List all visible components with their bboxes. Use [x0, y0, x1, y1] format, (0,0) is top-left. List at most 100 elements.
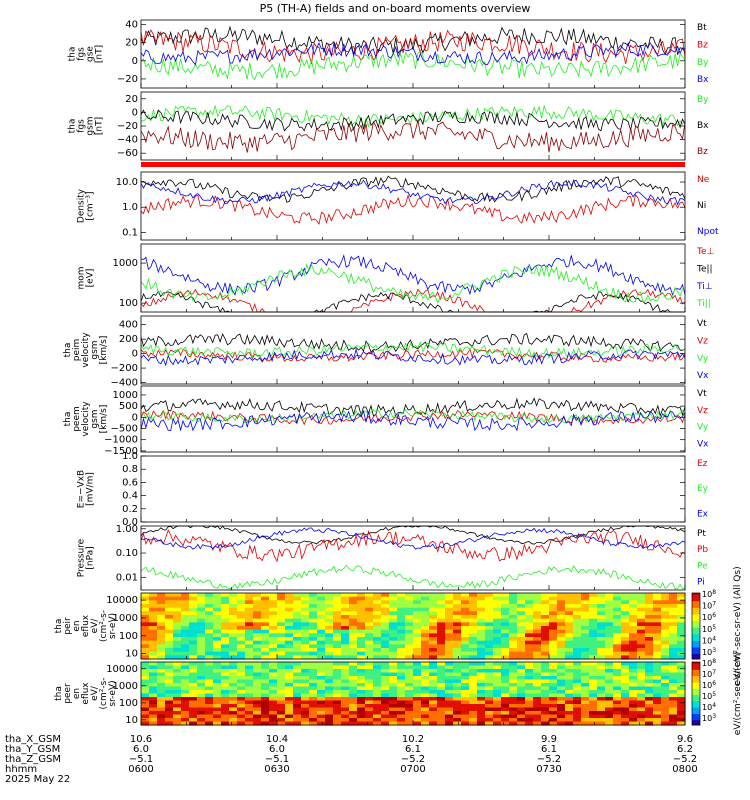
heatmap-cell — [629, 651, 638, 656]
heatmap-cell — [389, 618, 398, 623]
heatmap-cell — [373, 721, 382, 726]
heatmap-cell — [621, 607, 630, 612]
heatmap-cell — [565, 700, 574, 705]
heatmap-cell — [213, 644, 222, 649]
heatmap-cell — [565, 655, 574, 660]
heatmap-cell — [333, 693, 342, 698]
heatmap-cell — [237, 697, 246, 702]
heatmap-cell — [469, 607, 478, 612]
heatmap-cell — [293, 604, 302, 609]
heatmap-cell — [181, 700, 190, 705]
heatmap-cell — [573, 693, 582, 698]
heatmap-cell — [269, 615, 278, 620]
heatmap-cell — [157, 607, 166, 612]
heatmap-cell — [557, 640, 566, 645]
heatmap-cell — [301, 622, 310, 627]
heatmap-cell — [445, 714, 454, 719]
x-tick-label: 10.2 — [402, 734, 424, 745]
heatmap-cell — [277, 607, 286, 612]
heatmap-cell — [317, 679, 326, 684]
heatmap-cell — [341, 604, 350, 609]
heatmap-cell — [677, 611, 686, 616]
heatmap-cell — [605, 600, 614, 605]
heatmap-cell — [637, 672, 646, 677]
heatmap-cell — [653, 607, 662, 612]
heatmap-cell — [181, 676, 190, 681]
legend-label: Ez — [697, 459, 708, 469]
heatmap-cell — [357, 593, 366, 598]
heatmap-cell — [517, 604, 526, 609]
heatmap-cell — [333, 604, 342, 609]
heatmap-cell — [205, 611, 214, 616]
heatmap-cell — [653, 618, 662, 623]
heatmap-cell — [325, 714, 334, 719]
heatmap-cell — [165, 672, 174, 677]
heatmap-cell — [557, 686, 566, 691]
heatmap-cell — [181, 648, 190, 653]
heatmap-cell — [453, 626, 462, 631]
heatmap-cell — [245, 718, 254, 723]
heatmap-cell — [581, 637, 590, 642]
heatmap-cell — [285, 714, 294, 719]
heatmap-cell — [325, 721, 334, 726]
y-tick-label: 0.6 — [122, 477, 138, 488]
heatmap-cell — [509, 714, 518, 719]
heatmap-cell — [621, 718, 630, 723]
heatmap-cell — [509, 633, 518, 638]
heatmap-cell — [229, 604, 238, 609]
heatmap-cell — [365, 651, 374, 656]
heatmap-cell — [197, 633, 206, 638]
heatmap-cell — [205, 640, 214, 645]
heatmap-cell — [301, 683, 310, 688]
heatmap-cell — [589, 676, 598, 681]
heatmap-cell — [605, 672, 614, 677]
heatmap-cell — [621, 690, 630, 695]
heatmap-cell — [469, 669, 478, 674]
heatmap-cell — [397, 604, 406, 609]
heatmap-cell — [237, 644, 246, 649]
heatmap-cell — [237, 637, 246, 642]
heatmap-cell — [157, 721, 166, 726]
heatmap-cell — [421, 718, 430, 723]
heatmap-cell — [549, 640, 558, 645]
heatmap-cell — [669, 618, 678, 623]
heatmap-cell — [493, 721, 502, 726]
heatmap-cell — [373, 686, 382, 691]
heatmap-cell — [341, 693, 350, 698]
heatmap-cell — [149, 721, 158, 726]
heatmap-cell — [661, 604, 670, 609]
colorbar-segment — [692, 674, 700, 677]
heatmap-cell — [301, 704, 310, 709]
heatmap-cell — [413, 662, 422, 667]
heatmap-cell — [229, 662, 238, 667]
heatmap-cell — [333, 690, 342, 695]
heatmap-cell — [549, 611, 558, 616]
heatmap-cell — [629, 622, 638, 627]
y-tick-label: 0 — [132, 56, 138, 67]
heatmap-cell — [613, 615, 622, 620]
heatmap-cell — [285, 707, 294, 712]
heatmap-cell — [357, 629, 366, 634]
heatmap-cell — [157, 622, 166, 627]
heatmap-cell — [165, 604, 174, 609]
heatmap-cell — [317, 683, 326, 688]
heatmap-cell — [597, 655, 606, 660]
heatmap-cell — [301, 693, 310, 698]
heatmap-cell — [621, 714, 630, 719]
heatmap-cell — [605, 640, 614, 645]
heatmap-cell — [141, 714, 150, 719]
heatmap-cell — [389, 615, 398, 620]
y-tick-label: 1.0 — [122, 451, 138, 462]
heatmap-cell — [365, 637, 374, 642]
heatmap-cell — [349, 669, 358, 674]
heatmap-cell — [517, 711, 526, 716]
heatmap-cell — [365, 714, 374, 719]
heatmap-cell — [205, 665, 214, 670]
heatmap-cell — [157, 704, 166, 709]
heatmap-cell — [549, 648, 558, 653]
heatmap-cell — [197, 718, 206, 723]
heatmap-cell — [245, 714, 254, 719]
heatmap-cell — [229, 618, 238, 623]
heatmap-cell — [141, 686, 150, 691]
heatmap-cell — [205, 629, 214, 634]
